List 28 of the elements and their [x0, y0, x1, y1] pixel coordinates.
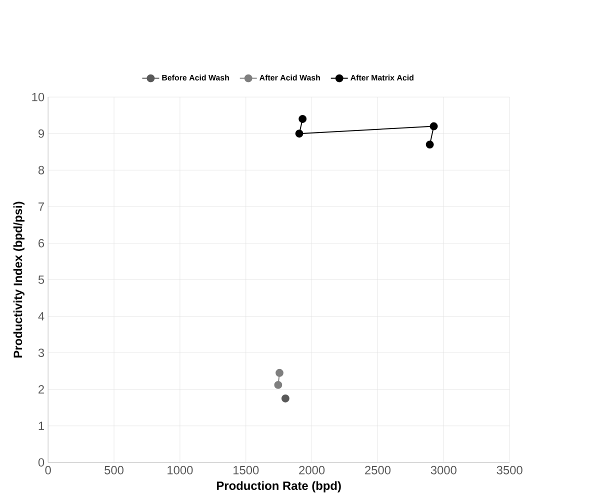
x-tick-label: 3500: [496, 466, 522, 474]
point: [298, 114, 307, 123]
point: [426, 140, 434, 148]
y-tick-label: 5: [38, 275, 44, 284]
point: [274, 380, 282, 389]
x-tick-label: 3000: [430, 466, 456, 474]
y-tick-label: 8: [38, 166, 44, 174]
point: [430, 122, 438, 130]
y-tick-label: 3: [38, 348, 44, 357]
y-tick-label: 1: [38, 422, 44, 430]
x-tick-label: 2000: [299, 466, 325, 474]
x-axis-title: Production Rate (bpd): [217, 481, 341, 492]
y-tick-label: 7: [38, 202, 44, 211]
x-tick-label: 500: [104, 466, 124, 474]
y-tick-label: 6: [38, 238, 44, 248]
x-tick-label: 2500: [365, 466, 391, 474]
y-axis-title: Productivity Index (bpd/psi): [13, 202, 24, 358]
point: [295, 129, 304, 138]
y-tick-label: 4: [38, 312, 44, 320]
x-tick-label: 1500: [234, 466, 259, 474]
x-tick-label: 0: [45, 466, 51, 474]
y-tick-label: 0: [38, 458, 44, 466]
point: [276, 368, 284, 377]
x-tick-label: 1000: [168, 466, 193, 474]
y-tick-label: 2: [38, 384, 44, 394]
y-tick-label: 10: [32, 92, 44, 102]
point: [281, 394, 290, 402]
y-tick-label: 9: [38, 129, 44, 138]
